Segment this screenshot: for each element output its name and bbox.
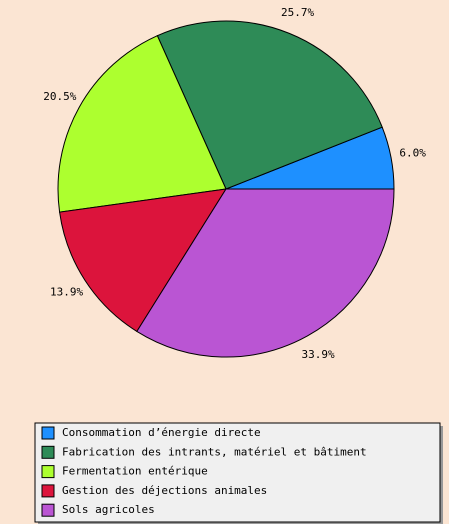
value-label: 33.9% bbox=[301, 348, 334, 361]
legend-label: Gestion des déjections animales bbox=[62, 484, 267, 497]
legend-label: Sols agricoles bbox=[62, 503, 155, 516]
pie-slice bbox=[57, 35, 227, 213]
legend-swatch bbox=[41, 426, 55, 440]
legend-label: Consommation d’énergie directe bbox=[62, 426, 261, 439]
legend-swatch bbox=[41, 465, 55, 479]
legend-label: Fabrication des intrants, matériel et bâ… bbox=[62, 445, 367, 458]
legend-label: Fermentation entérique bbox=[62, 465, 208, 478]
pie-slice bbox=[59, 188, 227, 333]
value-label: 25.7% bbox=[281, 6, 314, 19]
value-label: 6.0% bbox=[399, 146, 426, 159]
pie-slice bbox=[136, 188, 395, 358]
value-label: 13.9% bbox=[50, 285, 83, 298]
legend-swatch bbox=[41, 484, 55, 498]
pie-slice bbox=[156, 20, 383, 190]
legend-swatch bbox=[41, 445, 55, 459]
legend-box bbox=[34, 422, 441, 523]
value-label: 20.5% bbox=[43, 90, 76, 103]
legend-swatch bbox=[41, 503, 55, 517]
